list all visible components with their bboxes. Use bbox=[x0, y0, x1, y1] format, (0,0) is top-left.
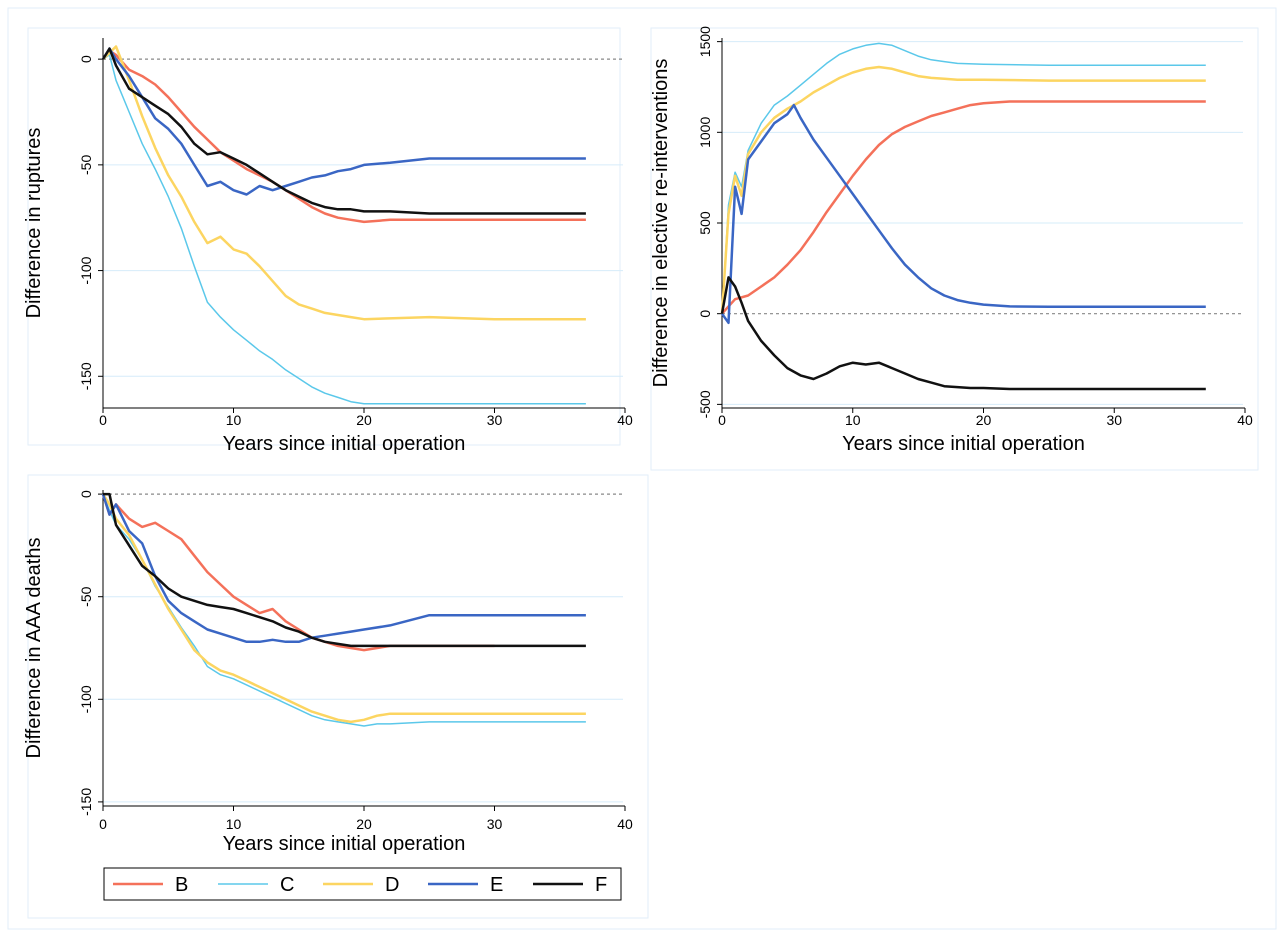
x-tick-label: 20 bbox=[356, 412, 372, 428]
panel-frame bbox=[650, 27, 1259, 471]
y-tick-label: 1000 bbox=[697, 117, 713, 148]
x-tick-label: 40 bbox=[617, 816, 633, 832]
x-tick-label: 10 bbox=[845, 412, 861, 428]
y-tick-label: -100 bbox=[78, 256, 94, 284]
series-line-E bbox=[101, 493, 586, 644]
x-tick-label: 10 bbox=[226, 816, 242, 832]
panel-frame bbox=[27, 27, 621, 446]
legend-label-F: F bbox=[595, 874, 607, 896]
series-line-B bbox=[721, 100, 1206, 315]
y-tick-label: -50 bbox=[78, 155, 94, 175]
y-tick-label: -50 bbox=[78, 586, 94, 606]
y-tick-label: -150 bbox=[78, 788, 94, 816]
series-line-F bbox=[103, 492, 586, 648]
legend-label-E: E bbox=[490, 874, 503, 896]
y-tick-label: -150 bbox=[78, 362, 94, 390]
y-tick-label: -100 bbox=[78, 685, 94, 713]
x-tick-label: 10 bbox=[226, 412, 242, 428]
y-axis-title: Difference in ruptures bbox=[23, 128, 45, 319]
x-tick-label: 30 bbox=[487, 816, 503, 832]
x-tick-label: 20 bbox=[356, 816, 372, 832]
chart-panel-aaa_deaths: 0 10 20 30 40 0 -50 -100 -150 Years since initial… bbox=[23, 474, 649, 919]
y-tick-label: 1500 bbox=[697, 26, 713, 57]
series-line-E bbox=[720, 103, 1206, 325]
legend-label-C: C bbox=[280, 874, 294, 896]
series-line-D bbox=[720, 65, 1206, 314]
x-tick-label: 40 bbox=[1237, 412, 1253, 428]
chart-panel-reinterventions: 0 10 20 30 40 -500 0 500 1000 1500 Years since ini… bbox=[650, 26, 1259, 471]
x-tick-label: 0 bbox=[718, 412, 726, 428]
y-tick-label: -500 bbox=[697, 390, 713, 418]
figure-border bbox=[7, 7, 1277, 930]
chart-panel-ruptures: 0 10 20 30 40 0 -50 -100 -150 Years since initial… bbox=[23, 27, 633, 455]
legend-label-B: B bbox=[175, 874, 188, 896]
series-line-C bbox=[721, 42, 1206, 314]
series-line-E bbox=[101, 47, 586, 196]
legend: B C D E F bbox=[103, 867, 622, 901]
y-tick-label: 500 bbox=[697, 211, 713, 235]
y-axis-title: Difference in AAA deaths bbox=[23, 538, 45, 759]
y-tick-label: 0 bbox=[78, 490, 94, 498]
series-line-C bbox=[102, 54, 586, 405]
legend-label-D: D bbox=[385, 874, 399, 896]
series-line-B bbox=[101, 493, 495, 652]
y-axis-title: Difference in elective re-interventions bbox=[650, 59, 672, 388]
series-line-F bbox=[101, 47, 586, 215]
series-line-B bbox=[102, 49, 586, 224]
x-tick-label: 0 bbox=[99, 412, 107, 428]
x-tick-label: 40 bbox=[617, 412, 633, 428]
y-tick-label: 0 bbox=[78, 55, 94, 63]
x-axis-title: Years since initial operation bbox=[223, 433, 466, 455]
x-axis-title: Years since initial operation bbox=[223, 833, 466, 855]
x-tick-label: 30 bbox=[487, 412, 503, 428]
series-line-F bbox=[720, 276, 1206, 391]
x-tick-label: 30 bbox=[1106, 412, 1122, 428]
x-tick-label: 20 bbox=[976, 412, 992, 428]
x-tick-label: 0 bbox=[99, 816, 107, 832]
y-tick-label: 0 bbox=[697, 310, 713, 318]
series-line-D bbox=[102, 45, 586, 321]
x-axis-title: Years since initial operation bbox=[842, 433, 1085, 455]
